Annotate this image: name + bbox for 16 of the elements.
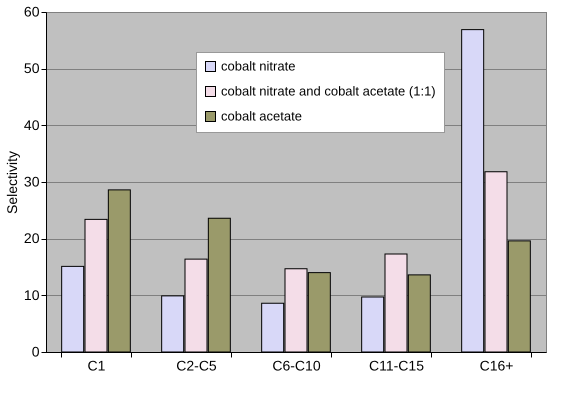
y-tick-label: 40: [24, 116, 40, 133]
x-tick-label: C1: [88, 358, 106, 374]
legend-label: cobalt nitrate: [221, 58, 296, 74]
y-tick-label: 50: [24, 60, 40, 76]
y-tick-label: 0: [32, 344, 40, 360]
y-tick-label: 10: [24, 286, 40, 303]
legend-label: cobalt nitrate and cobalt acetate (1:1): [221, 84, 436, 98]
legend-label: cobalt acetate: [221, 108, 302, 124]
x-tick-label: C16+: [480, 358, 514, 374]
x-tick-label: C2-C5: [176, 358, 217, 374]
y-axis-title: Selectivity: [4, 150, 20, 214]
y-tick-label: 20: [24, 230, 40, 246]
x-tick-label: C6-C10: [272, 358, 321, 374]
y-tick-label: 60: [24, 4, 40, 20]
x-tick-label: C11-C15: [369, 358, 424, 374]
y-tick-label: 30: [24, 174, 40, 190]
